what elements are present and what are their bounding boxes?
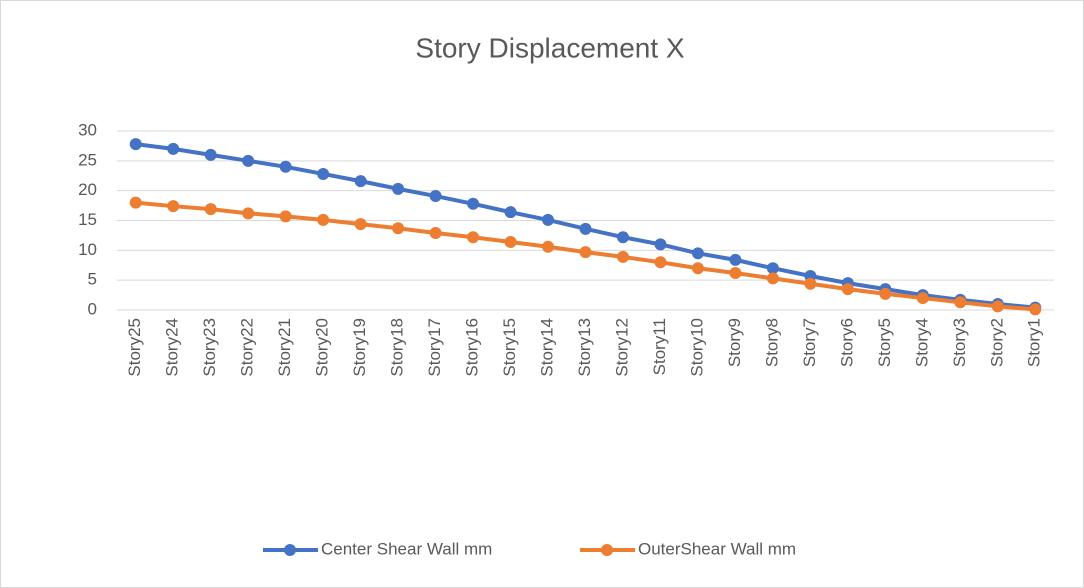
marker bbox=[579, 222, 592, 235]
marker bbox=[766, 262, 779, 275]
x-tick-label: Story3 bbox=[950, 318, 969, 367]
y-tick-label: 30 bbox=[78, 120, 97, 139]
chart-title: Story Displacement X bbox=[415, 32, 685, 63]
marker bbox=[954, 296, 967, 309]
y-tick-label: 0 bbox=[88, 299, 97, 318]
marker bbox=[616, 250, 629, 263]
y-tick-label: 20 bbox=[78, 180, 97, 199]
x-tick-label: Story22 bbox=[238, 318, 257, 377]
x-tick-label: Story16 bbox=[463, 318, 482, 377]
marker bbox=[1029, 303, 1042, 316]
marker bbox=[691, 262, 704, 275]
x-tick-label: Story19 bbox=[350, 318, 369, 377]
marker bbox=[804, 277, 817, 290]
marker bbox=[354, 218, 367, 231]
marker bbox=[167, 200, 180, 213]
marker bbox=[429, 190, 442, 203]
x-tick-label: Story20 bbox=[313, 318, 332, 377]
marker bbox=[204, 148, 217, 161]
marker bbox=[279, 160, 292, 173]
x-tick-label: Story23 bbox=[200, 318, 219, 377]
marker bbox=[691, 247, 704, 260]
x-tick-label: Story6 bbox=[837, 318, 856, 367]
marker bbox=[467, 231, 480, 244]
x-tick-label: Story8 bbox=[762, 318, 781, 367]
x-tick-label: Story12 bbox=[612, 318, 631, 377]
marker bbox=[167, 142, 180, 155]
x-tick-label: Story21 bbox=[275, 318, 294, 377]
x-tick-label: Story24 bbox=[163, 318, 182, 377]
marker bbox=[766, 272, 779, 285]
marker bbox=[542, 213, 555, 226]
x-tick-label: Story1 bbox=[1025, 318, 1044, 367]
marker bbox=[879, 287, 892, 300]
marker bbox=[729, 267, 742, 280]
x-tick-label: Story10 bbox=[687, 318, 706, 377]
marker bbox=[392, 182, 405, 195]
y-tick-label: 10 bbox=[78, 240, 97, 259]
marker bbox=[204, 203, 217, 216]
marker bbox=[392, 222, 405, 235]
marker bbox=[317, 213, 330, 226]
marker bbox=[242, 207, 255, 220]
marker bbox=[991, 300, 1004, 313]
marker bbox=[504, 206, 517, 219]
x-tick-label: Story2 bbox=[987, 318, 1006, 367]
legend-label: Center Shear Wall mm bbox=[321, 539, 492, 558]
marker bbox=[616, 231, 629, 244]
legend-marker bbox=[601, 544, 613, 556]
legend-label: OuterShear Wall mm bbox=[638, 539, 796, 558]
x-tick-label: Story11 bbox=[650, 318, 669, 375]
marker bbox=[354, 175, 367, 188]
y-tick-label: 5 bbox=[88, 270, 97, 289]
x-tick-label: Story17 bbox=[425, 318, 444, 377]
marker bbox=[654, 238, 667, 251]
x-tick-label: Story25 bbox=[125, 318, 144, 377]
x-tick-label: Story18 bbox=[388, 318, 407, 377]
marker bbox=[729, 253, 742, 266]
marker bbox=[579, 246, 592, 259]
x-tick-label: Story14 bbox=[538, 318, 557, 377]
marker bbox=[504, 235, 517, 248]
x-tick-label: Story7 bbox=[800, 318, 819, 367]
x-tick-label: Story9 bbox=[725, 318, 744, 367]
x-tick-label: Story4 bbox=[912, 318, 931, 367]
x-tick-label: Story5 bbox=[875, 318, 894, 367]
y-tick-label: 15 bbox=[78, 210, 97, 229]
marker bbox=[429, 227, 442, 240]
marker bbox=[129, 138, 142, 151]
marker bbox=[654, 256, 667, 269]
marker bbox=[916, 292, 929, 305]
x-tick-label: Story15 bbox=[500, 318, 519, 377]
legend-marker bbox=[284, 544, 296, 556]
x-tick-label: Story13 bbox=[575, 318, 594, 377]
marker bbox=[542, 240, 555, 253]
marker bbox=[279, 210, 292, 223]
marker bbox=[841, 283, 854, 296]
y-tick-label: 25 bbox=[78, 150, 97, 169]
marker bbox=[242, 154, 255, 167]
marker bbox=[129, 196, 142, 209]
marker bbox=[467, 197, 480, 210]
marker bbox=[317, 167, 330, 180]
